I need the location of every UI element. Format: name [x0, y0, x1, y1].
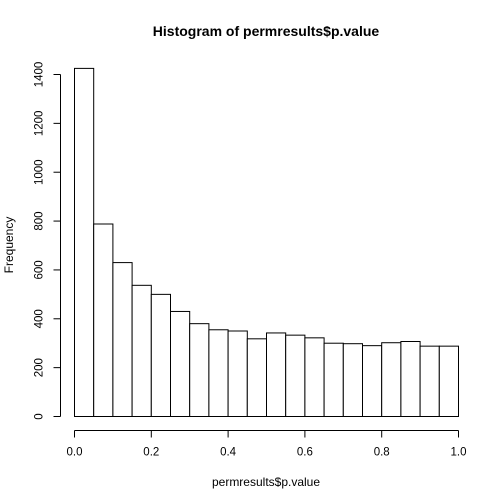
histogram-bar: [112, 262, 133, 417]
histogram-bars: [74, 67, 459, 418]
x-tick-label: 0.0: [67, 447, 83, 459]
histogram-bar: [400, 341, 421, 417]
histogram-bar: [362, 345, 383, 417]
histogram-bar: [74, 67, 95, 417]
histogram-bar: [342, 343, 363, 418]
histogram-bar: [304, 337, 325, 417]
histogram-bar: [323, 342, 344, 417]
histogram-bar: [381, 342, 402, 418]
y-tick-label: 0: [34, 413, 46, 419]
histogram-bar: [227, 330, 248, 417]
y-tick-label: 1400: [34, 62, 46, 88]
histogram-bar: [93, 223, 114, 417]
histogram-bar: [131, 284, 152, 417]
y-tick-label: 800: [34, 211, 46, 230]
histogram-bar: [285, 334, 306, 417]
histogram-bar: [189, 323, 210, 418]
y-axis: 0 200 400 600 800 1000 1200 1400: [34, 62, 61, 420]
x-axis: 0.0 0.2 0.4 0.6 0.8 1.0: [67, 430, 467, 459]
histogram-bar: [208, 329, 229, 417]
x-tick-label: 0.4: [220, 447, 237, 459]
histogram-bar: [438, 345, 459, 417]
histogram-bar: [246, 338, 268, 418]
y-tick-label: 1000: [34, 159, 46, 185]
histogram-bar: [170, 310, 191, 417]
y-tick-label: 1200: [34, 111, 46, 137]
x-axis-label: permresults$p.value: [212, 475, 320, 489]
y-axis-label: Frequency: [2, 217, 16, 274]
x-tick-label: 1.0: [451, 447, 467, 459]
histogram-bar: [266, 332, 287, 418]
y-tick-label: 200: [34, 358, 46, 377]
x-tick-label: 0.8: [374, 447, 390, 459]
x-tick-label: 0.2: [143, 447, 159, 459]
histogram-bar: [150, 293, 172, 417]
x-tick-label: 0.6: [297, 447, 313, 459]
histogram-bar: [419, 345, 440, 417]
chart-title: Histogram of permresults$p.value: [153, 23, 380, 39]
y-tick-label: 400: [34, 309, 46, 328]
y-tick-label: 600: [34, 260, 46, 279]
